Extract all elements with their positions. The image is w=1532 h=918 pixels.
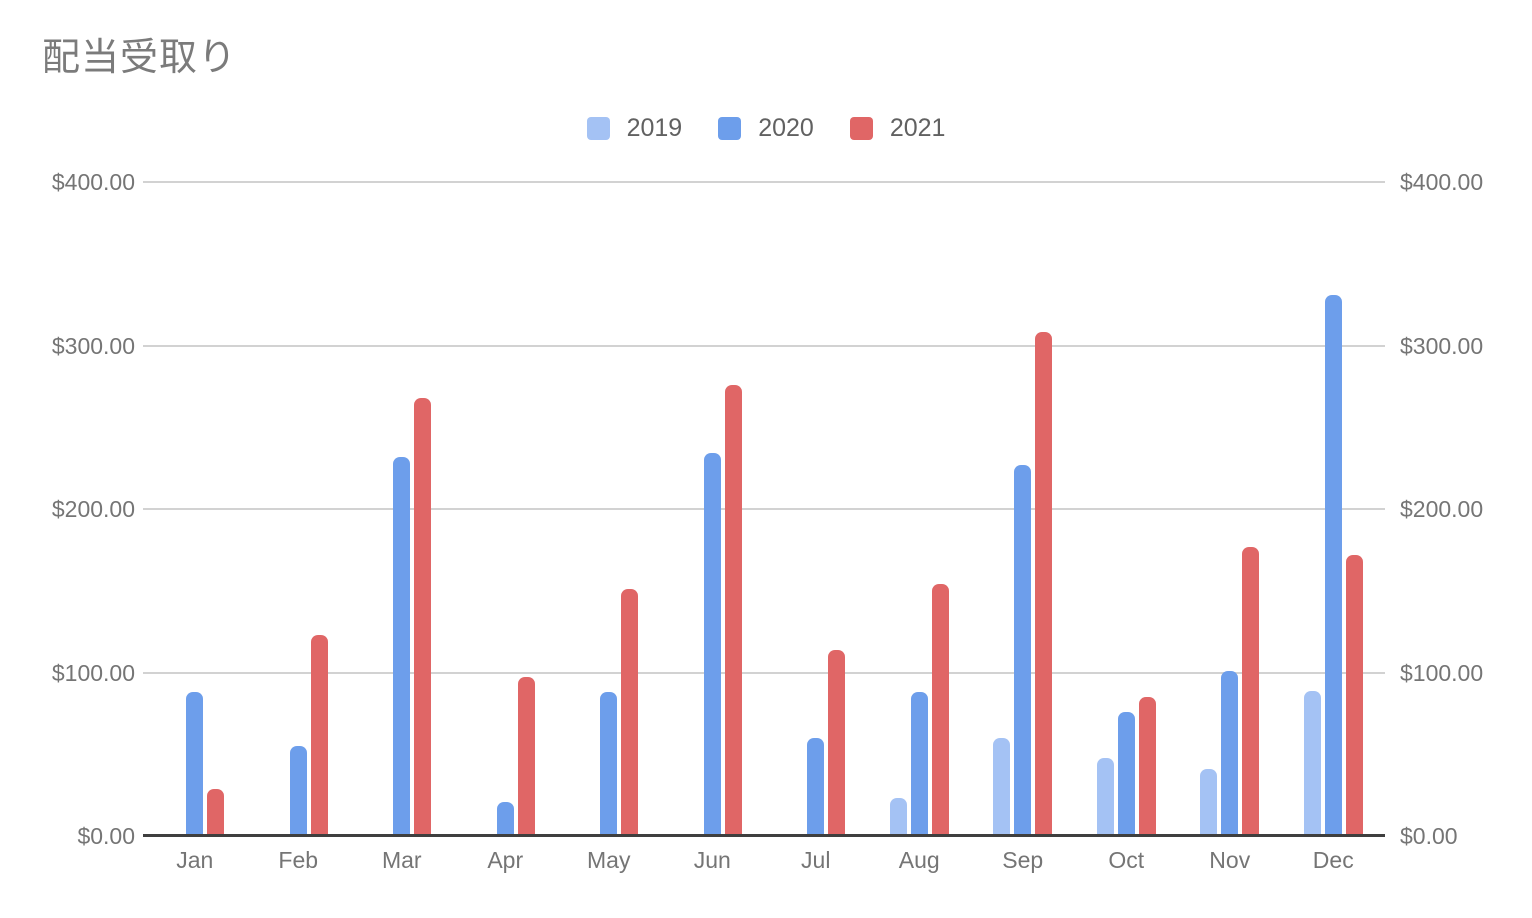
bar-2021-jul[interactable] (828, 649, 846, 836)
bar-group-apr (454, 182, 558, 836)
y-tick-right-000: $0.00 (1400, 823, 1458, 849)
y-tick-right-20000: $200.00 (1400, 496, 1484, 522)
x-tick-sep: Sep (1002, 847, 1044, 873)
bar-2020-aug[interactable] (910, 692, 928, 836)
bar-2020-jul[interactable] (807, 737, 825, 836)
bar-2020-nov[interactable] (1221, 670, 1239, 836)
bar-2019-nov[interactable] (1200, 768, 1218, 836)
x-tick-jul: Jul (801, 847, 831, 873)
bar-2020-may[interactable] (600, 692, 618, 836)
bar-2020-sep[interactable] (1014, 464, 1032, 836)
bar-2019-aug[interactable] (889, 798, 907, 836)
y-tick-left-10000: $100.00 (51, 659, 135, 686)
bar-2020-mar[interactable] (393, 456, 411, 836)
x-tick-feb: Feb (278, 847, 319, 873)
bar-2020-dec[interactable] (1324, 294, 1342, 836)
legend-label-2020: 2020 (758, 113, 814, 142)
bar-group-feb (247, 182, 351, 836)
plot-area (143, 181, 1386, 837)
y-tick-left-20000: $200.00 (51, 496, 135, 522)
legend-item-2020[interactable]: 2020 (718, 114, 814, 143)
bar-2021-may[interactable] (621, 589, 639, 836)
x-tick-aug: Aug (898, 847, 940, 873)
x-tick-mar: Mar (381, 847, 422, 873)
bar-group-mar (350, 182, 454, 836)
y-tick-right-40000: $400.00 (1400, 169, 1484, 195)
bar-2021-sep[interactable] (1035, 332, 1053, 836)
bar-group-sep (971, 182, 1075, 836)
bar-2021-dec[interactable] (1345, 554, 1363, 836)
bar-group-oct (1075, 182, 1179, 836)
x-tick-jun: Jun (693, 847, 731, 873)
bar-group-may (557, 182, 661, 836)
bar-2019-oct[interactable] (1096, 757, 1114, 836)
y-tick-left-000: $0.00 (77, 823, 135, 849)
x-tick-may: May (587, 847, 631, 873)
legend: 2019 2020 2021 (0, 108, 1532, 148)
bar-2021-jun[interactable] (724, 384, 742, 836)
legend-swatch-2021-icon (849, 116, 873, 140)
x-tick-nov: Nov (1209, 847, 1251, 873)
bar-2019-dec[interactable] (1303, 690, 1321, 836)
bar-group-jun (661, 182, 765, 836)
x-axis-line (143, 834, 1385, 837)
bar-2020-feb[interactable] (289, 746, 307, 836)
bar-2019-sep[interactable] (993, 737, 1011, 836)
legend-item-2021[interactable]: 2021 (849, 113, 946, 143)
bar-2021-jan[interactable] (207, 788, 225, 836)
gridline-200 (143, 508, 1385, 510)
bar-2021-nov[interactable] (1242, 546, 1260, 836)
bar-group-nov (1178, 182, 1282, 836)
legend-label-2021: 2021 (889, 113, 946, 142)
legend-swatch-2019-icon (586, 116, 610, 140)
bar-group-aug (868, 182, 972, 836)
bar-group-jul (764, 182, 868, 836)
legend-swatch-2020-icon (718, 116, 742, 140)
bar-2021-oct[interactable] (1138, 697, 1156, 836)
x-tick-jan: Jan (176, 847, 214, 873)
chart-title: 配当受取り (42, 37, 238, 79)
bar-2021-apr[interactable] (517, 677, 535, 836)
x-tick-oct: Oct (1108, 847, 1145, 873)
bar-2020-apr[interactable] (496, 801, 514, 836)
x-tick-apr: Apr (487, 847, 524, 873)
gridline-100 (143, 671, 1385, 674)
bar-group-dec (1282, 182, 1386, 836)
y-tick-right-10000: $100.00 (1400, 659, 1484, 686)
bar-2021-aug[interactable] (931, 584, 949, 836)
bar-group-jan (143, 182, 247, 836)
bar-2020-oct[interactable] (1117, 711, 1135, 836)
y-tick-left-40000: $400.00 (51, 169, 135, 195)
bar-2020-jun[interactable] (703, 453, 721, 836)
gridline-400 (143, 181, 1385, 183)
x-tick-dec: Dec (1312, 847, 1354, 873)
gridline-300 (143, 344, 1385, 347)
bar-2021-mar[interactable] (414, 397, 432, 836)
legend-item-2019[interactable]: 2019 (586, 113, 683, 143)
y-tick-right-30000: $300.00 (1400, 332, 1484, 359)
bar-2020-jan[interactable] (186, 692, 204, 836)
legend-label-2019: 2019 (626, 113, 683, 142)
y-tick-left-30000: $300.00 (51, 332, 135, 359)
bar-2021-feb[interactable] (310, 634, 328, 836)
